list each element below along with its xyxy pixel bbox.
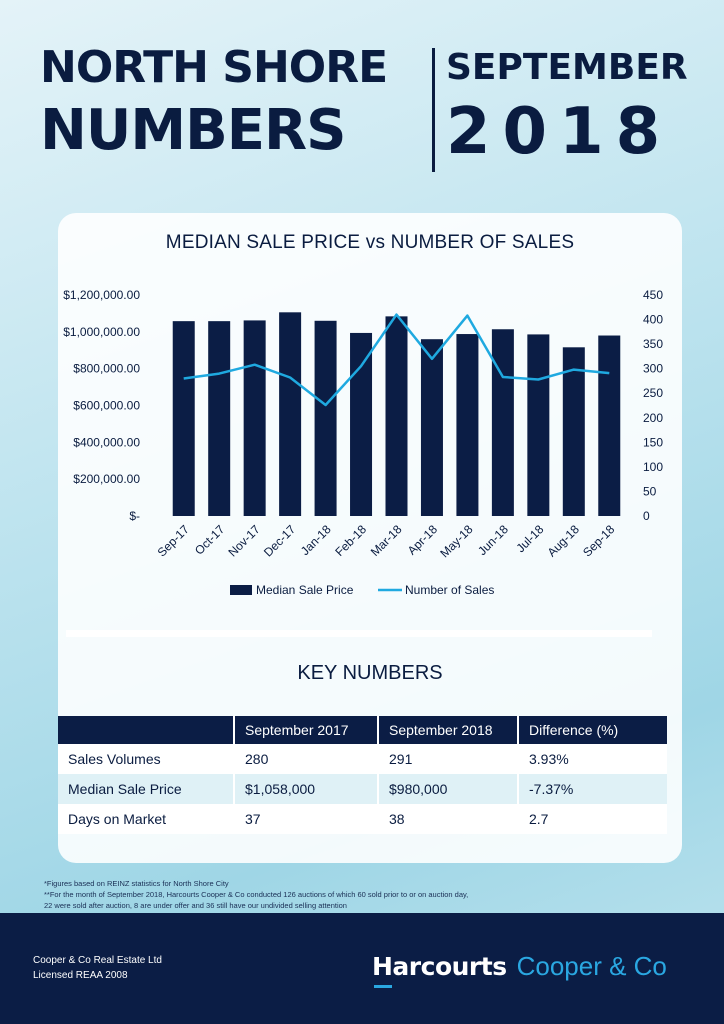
y-right-tick-label: 200 [643, 411, 663, 425]
x-tick-label: Sep-18 [580, 522, 617, 559]
y-left-tick-label: $400,000.00 [73, 435, 140, 449]
table-cell: 280 [234, 744, 379, 774]
page-title: NORTH SHORE NUMBERS [40, 40, 425, 166]
x-tick-label: Jun-18 [475, 522, 511, 558]
bar [598, 335, 621, 516]
bar [350, 332, 373, 516]
bar [491, 329, 514, 516]
table-cell: 291 [378, 744, 519, 774]
table-cell: 3.93% [518, 744, 667, 774]
table-cell: -7.37% [518, 774, 667, 804]
y-right-tick-label: 250 [643, 386, 663, 400]
key-numbers-title: KEY NUMBERS [297, 662, 443, 684]
y-right-tick-label: 400 [643, 313, 663, 327]
bar [527, 334, 550, 516]
title-divider [432, 48, 435, 172]
x-tick-label: Aug-18 [545, 522, 582, 559]
title-line-1: NORTH SHORE [40, 42, 388, 93]
x-tick-label: Feb-18 [332, 522, 369, 559]
row-label: Sales Volumes [58, 744, 235, 774]
bar [279, 312, 302, 516]
table-header-cell: Difference (%) [518, 716, 667, 744]
table-header-cell: September 2017 [234, 716, 379, 744]
y-right-tick-label: 150 [643, 435, 663, 449]
brand-harcourts: Harcourts [372, 952, 507, 981]
section-separator [66, 630, 652, 637]
y-left-tick-label: $- [129, 509, 140, 523]
table-row: Median Sale Price $1,058,000 $980,000 -7… [58, 774, 667, 804]
footnote-3: 22 were sold after auction, 8 are under … [44, 901, 347, 910]
y-left-tick-label: $800,000.00 [73, 362, 140, 376]
footnote-2: **For the month of September 2018, Harco… [44, 890, 469, 899]
bar [456, 334, 479, 516]
bar [314, 320, 337, 516]
bar [172, 321, 195, 516]
y-right-tick-label: 100 [643, 460, 663, 474]
table-header-cell [58, 716, 235, 744]
bar [208, 321, 231, 516]
table-row: Sales Volumes 280 291 3.93% [58, 744, 667, 774]
table-header-cell: September 2018 [378, 716, 519, 744]
y-left-tick-label: $600,000.00 [73, 399, 140, 413]
bar [420, 339, 443, 516]
x-tick-label: Mar-18 [368, 522, 405, 559]
y-right-tick-label: 450 [643, 288, 663, 302]
row-label: Median Sale Price [58, 774, 235, 804]
brand-logo: Harcourts Cooper & Co [372, 951, 667, 991]
x-tick-label: Apr-18 [405, 522, 441, 558]
x-tick-label: Nov-17 [226, 522, 263, 559]
x-tick-label: May-18 [437, 522, 475, 560]
y-left-tick-label: $1,000,000.00 [63, 325, 140, 339]
x-tick-label: Sep-17 [155, 522, 192, 559]
bar [562, 347, 585, 516]
x-tick-label: Dec-17 [261, 522, 298, 559]
legend-line-label: Number of Sales [405, 583, 494, 597]
y-right-tick-label: 0 [643, 509, 650, 523]
chart-title: MEDIAN SALE PRICE vs NUMBER OF SALES [165, 232, 575, 253]
y-left-tick-label: $1,200,000.00 [63, 288, 140, 302]
x-tick-label: Jul-18 [513, 522, 546, 555]
company-name: Cooper & Co Real Estate Ltd [33, 955, 162, 966]
row-label: Days on Market [58, 804, 235, 834]
table-cell: 38 [378, 804, 519, 834]
y-right-tick-label: 300 [643, 362, 663, 376]
table-cell: 2.7 [518, 804, 667, 834]
bar [385, 316, 408, 516]
combo-chart: $- $200,000.00 $400,000.00 $600,000.00 $800,… [63, 288, 663, 597]
legend-bar-swatch [230, 585, 252, 595]
y-right-tick-label: 350 [643, 337, 663, 351]
brand-cooper: Cooper & Co [516, 951, 667, 981]
title-line-2: NUMBERS [40, 98, 346, 163]
company-license: Licensed REAA 2008 [33, 970, 128, 981]
table-cell: $1,058,000 [234, 774, 379, 804]
brand-underline [374, 985, 392, 988]
x-tick-label: Oct-17 [192, 522, 228, 558]
footer: Cooper & Co Real Estate Ltd Licensed REA… [0, 913, 724, 1024]
key-numbers-table: September 2017 September 2018 Difference… [58, 716, 667, 834]
footnotes: *Figures based on REINZ statistics for N… [44, 878, 684, 911]
x-tick-label: Jan-18 [298, 522, 334, 558]
table-cell: 37 [234, 804, 379, 834]
report-month: SEPTEMBER [446, 47, 688, 88]
table-row: Days on Market 37 38 2.7 [58, 804, 667, 834]
legend-bar-label: Median Sale Price [256, 583, 354, 597]
table-header-row: September 2017 September 2018 Difference… [58, 716, 667, 744]
bar [243, 320, 266, 516]
y-right-tick-label: 50 [643, 484, 657, 498]
sales-line [183, 313, 610, 407]
page-header: NORTH SHORE NUMBERS SEPTEMBER 2018 [40, 40, 700, 172]
footnote-1: *Figures based on REINZ statistics for N… [44, 879, 229, 888]
report-year: 2018 [446, 95, 673, 169]
report-date: SEPTEMBER 2018 [446, 40, 696, 168]
y-left-tick-label: $200,000.00 [73, 472, 140, 486]
company-info: Cooper & Co Real Estate Ltd Licensed REA… [33, 953, 162, 983]
table-cell: $980,000 [378, 774, 519, 804]
